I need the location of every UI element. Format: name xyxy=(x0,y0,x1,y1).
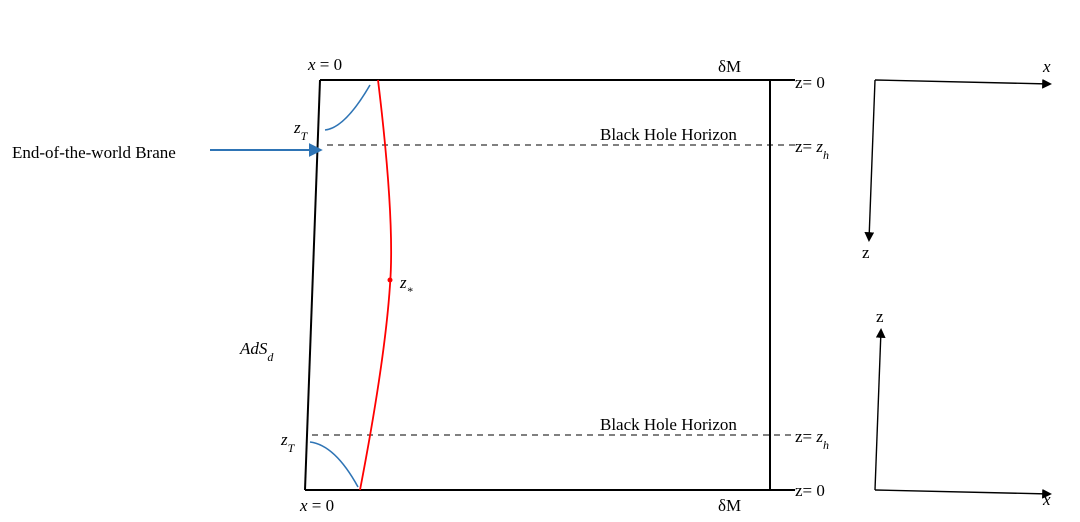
label-zstar: z* xyxy=(399,273,413,298)
label-axis-x-top: x xyxy=(1042,57,1051,76)
label-axis-x-bottom: x xyxy=(1042,490,1051,509)
label-z0-top: z= 0 xyxy=(795,73,825,92)
label-axis-z-top: z xyxy=(862,243,870,262)
label-x0-bottom: x = 0 xyxy=(299,496,334,515)
axis-x-top xyxy=(875,80,1050,84)
axis-x-bottom xyxy=(875,490,1050,494)
label-zzh-top: z= zh xyxy=(795,137,829,162)
zstar-point xyxy=(388,278,393,283)
label-dM-bottom: δM xyxy=(718,496,741,515)
zt-arc-bottom xyxy=(310,442,358,487)
label-eotw: End-of-the-world Brane xyxy=(12,143,176,162)
label-bhh-top: Black Hole Horizon xyxy=(600,125,737,144)
label-axis-z-bottom: z xyxy=(876,307,884,326)
label-z0-bottom: z= 0 xyxy=(795,481,825,500)
label-bhh-bottom: Black Hole Horizon xyxy=(600,415,737,434)
axis-z-bottom xyxy=(875,330,881,490)
label-zt-top: zT xyxy=(293,118,309,143)
label-x0-top: x = 0 xyxy=(307,55,342,74)
label-zt-bottom: zT xyxy=(280,430,296,455)
axis-z-top xyxy=(869,80,875,240)
label-ads: AdSd xyxy=(239,339,274,364)
rt-surface xyxy=(360,80,391,490)
zt-arc-top xyxy=(325,85,370,130)
label-dM-top: δM xyxy=(718,57,741,76)
diagram-canvas: x = 0 x = 0 δM δM z= 0 z= 0 z= zh z= zh zT zT z* Ad… xyxy=(0,0,1080,522)
label-zzh-bottom: z= zh xyxy=(795,427,829,452)
